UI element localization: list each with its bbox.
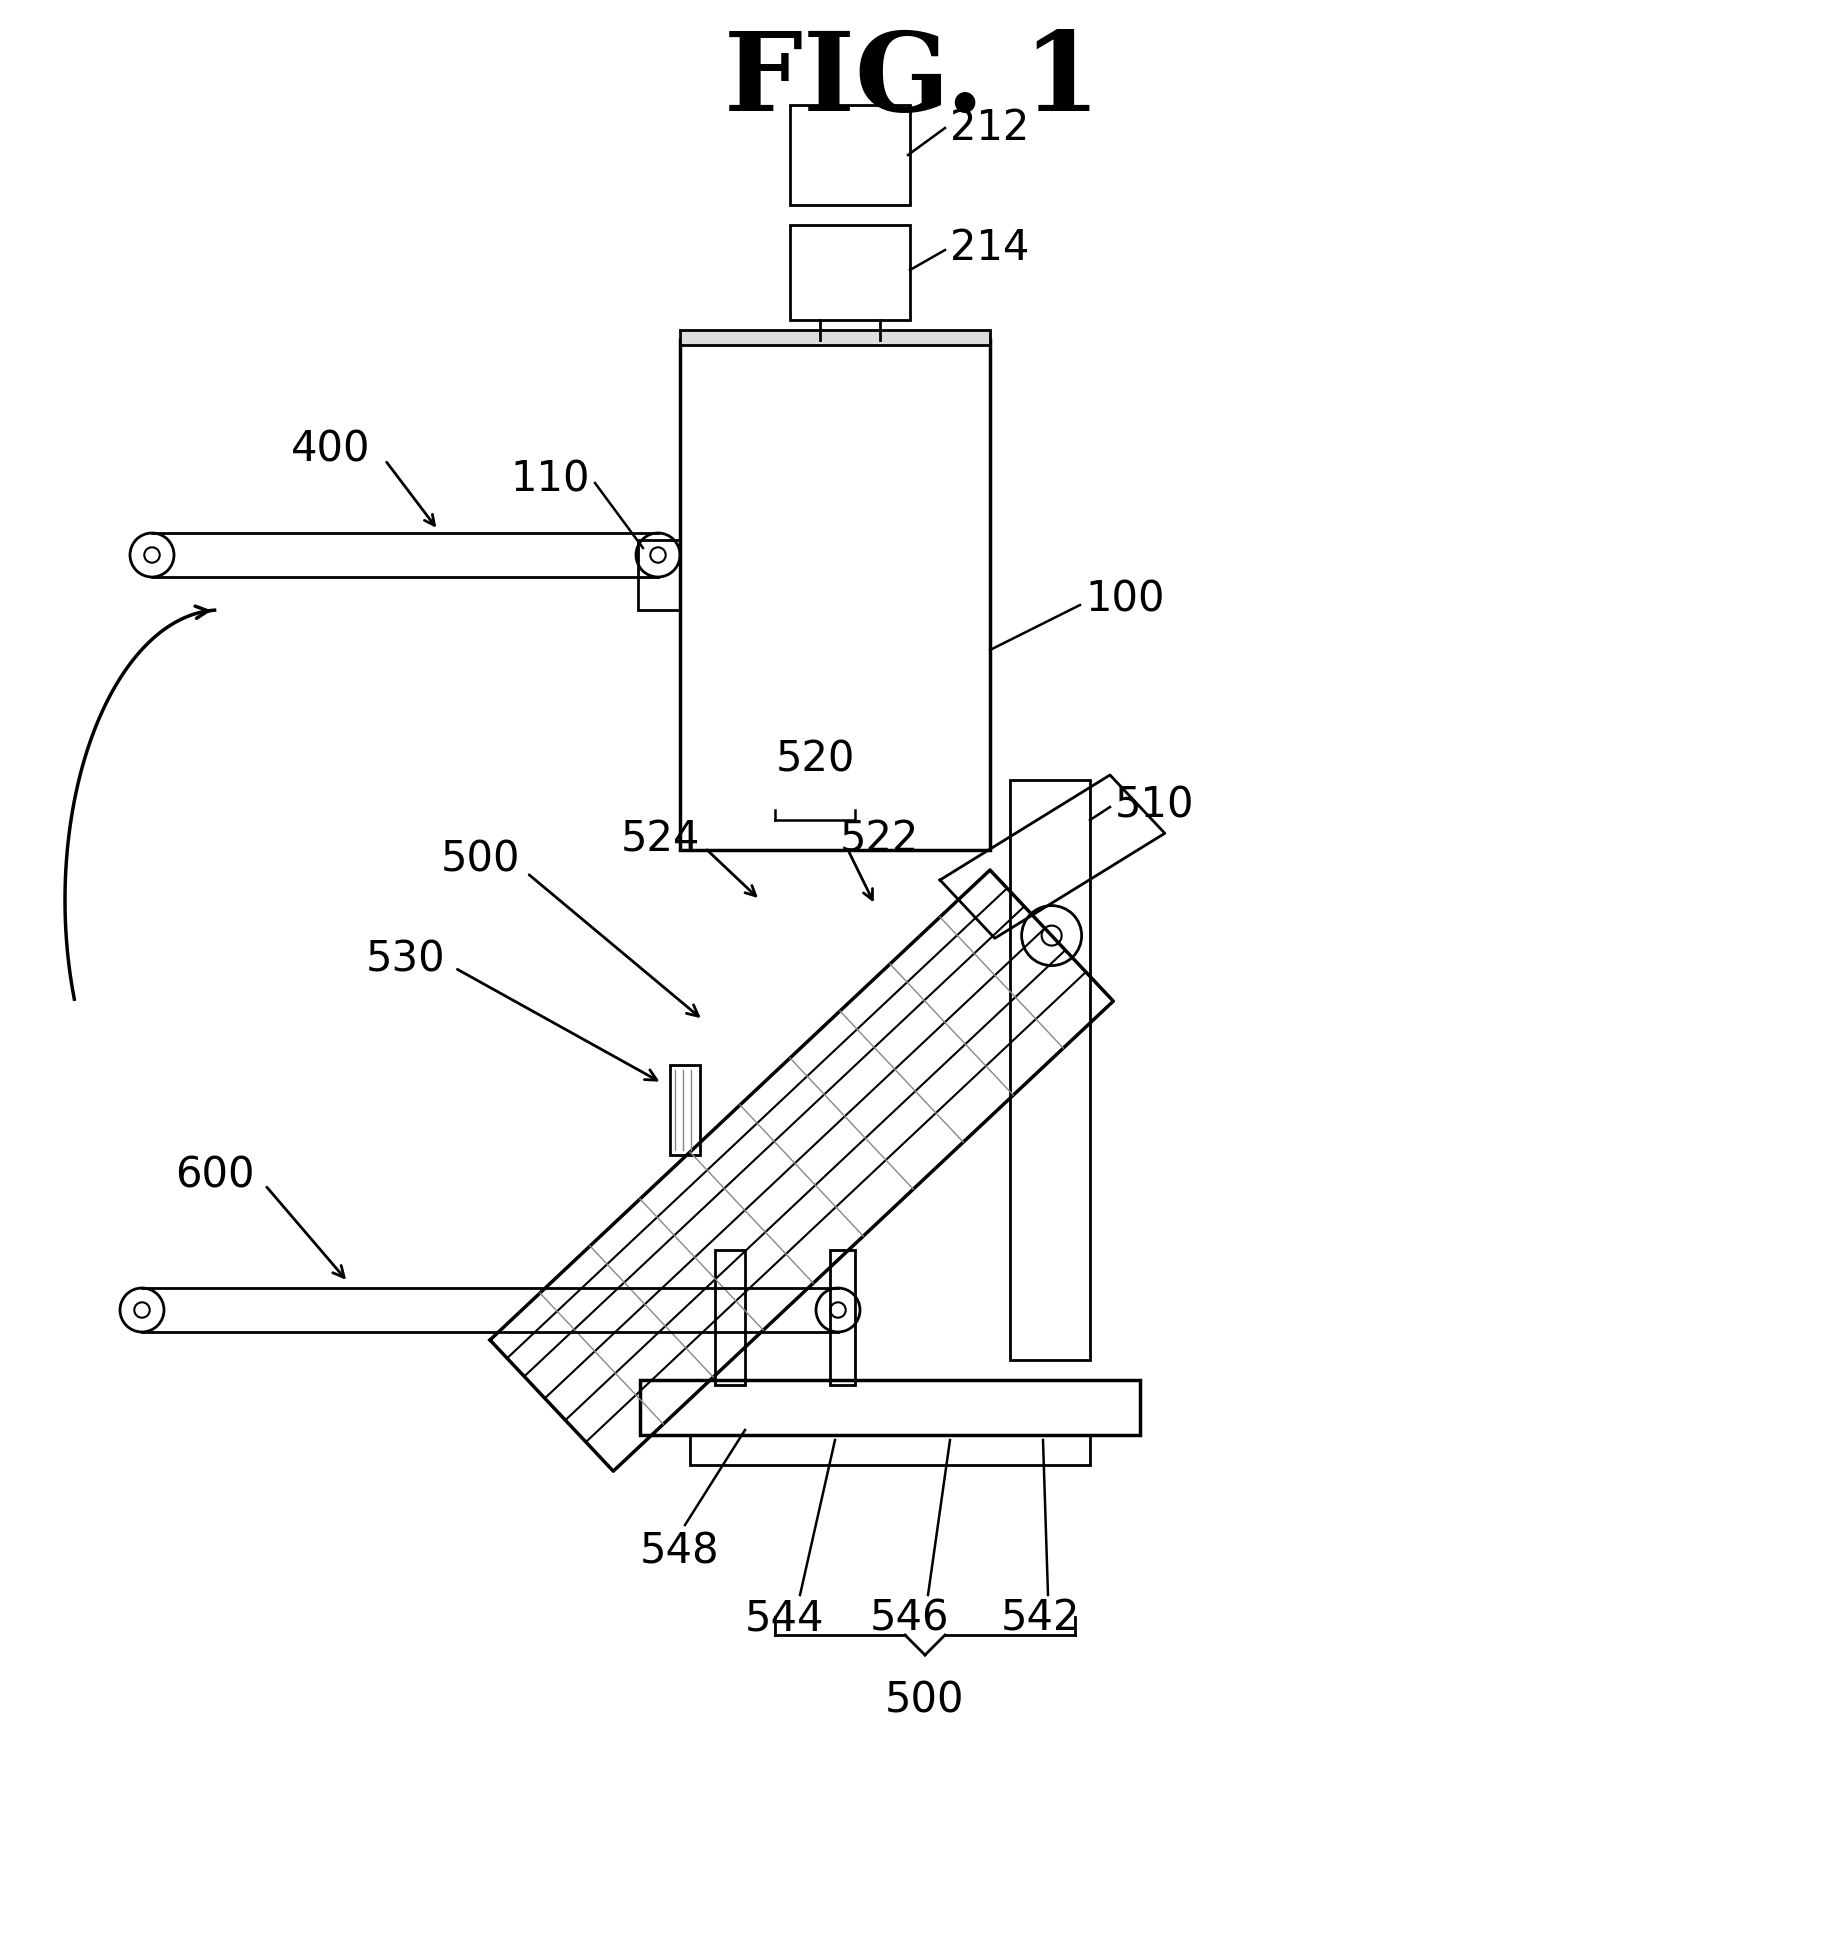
Text: 522: 522 (840, 818, 919, 861)
Text: 520: 520 (775, 738, 855, 779)
Text: 524: 524 (620, 818, 700, 861)
Text: FIG. 1: FIG. 1 (724, 27, 1099, 133)
Bar (689, 1435, 1090, 1465)
Bar (680, 330, 990, 346)
Bar (829, 1250, 855, 1385)
Text: 548: 548 (640, 1529, 720, 1572)
Text: 214: 214 (950, 227, 1028, 270)
Bar (715, 1250, 744, 1385)
Bar (789, 225, 910, 320)
Text: 546: 546 (870, 1598, 950, 1641)
Bar (789, 105, 910, 205)
Text: 500: 500 (884, 1680, 964, 1723)
Bar (669, 1064, 700, 1154)
Bar (640, 1381, 1139, 1435)
Bar (680, 340, 990, 850)
Text: 530: 530 (365, 939, 445, 980)
Text: 542: 542 (999, 1598, 1079, 1641)
Text: 500: 500 (441, 840, 520, 881)
Text: 100: 100 (1085, 578, 1163, 621)
Text: 510: 510 (1114, 783, 1194, 826)
Text: 544: 544 (746, 1598, 824, 1641)
Text: 600: 600 (175, 1154, 255, 1195)
Text: 110: 110 (510, 459, 589, 502)
Text: 400: 400 (290, 430, 370, 471)
Bar (1010, 779, 1090, 1359)
Text: 212: 212 (950, 107, 1028, 148)
Bar (638, 539, 680, 609)
